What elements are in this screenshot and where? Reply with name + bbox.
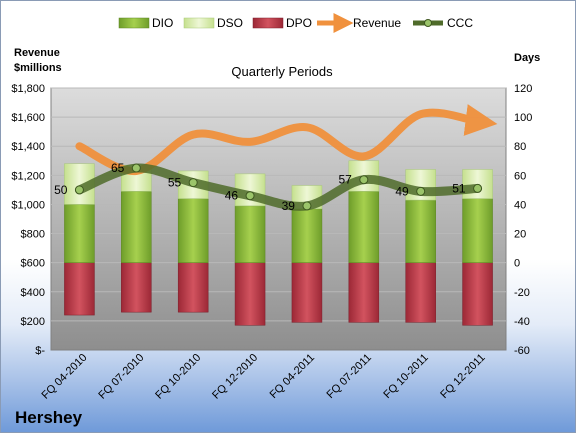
- legend-swatch: [252, 17, 284, 29]
- ccc-point: [188, 178, 198, 188]
- bar-dio: [121, 191, 152, 263]
- plot-area: [50, 87, 507, 351]
- x-tick-label: FQ 04-2010: [40, 352, 90, 402]
- bar-dpo: [234, 262, 266, 326]
- legend-swatch: [183, 17, 215, 29]
- legend-label: DIO: [152, 16, 173, 30]
- y-right-tick-label: -60: [514, 345, 530, 357]
- y-left-tick-label: $1,000: [11, 199, 45, 211]
- y-right-tick-label: 100: [514, 112, 532, 124]
- ccc-data-label: 51: [452, 181, 466, 195]
- x-tick-label: FQ 10-2011: [381, 352, 430, 401]
- y-left-tick-label: $800: [21, 229, 45, 241]
- ccc-data-label: 57: [338, 173, 352, 187]
- bar-dio: [234, 205, 266, 263]
- y-left-tick-label: $200: [21, 316, 45, 328]
- y-left-tick-label: $1,600: [11, 112, 45, 124]
- y-left-tick-label: $1,400: [11, 141, 45, 153]
- x-tick-label: FQ 04-2011: [268, 352, 317, 401]
- y-left-label-line1: Revenue: [14, 47, 60, 59]
- legend-label: Revenue: [353, 16, 401, 30]
- bar-dpo: [177, 262, 209, 313]
- ccc-data-label: 46: [225, 189, 239, 203]
- y-right-tick-label: 80: [514, 141, 526, 153]
- ccc-point: [245, 191, 255, 201]
- y-left-tick-label: $600: [21, 258, 45, 270]
- y-right-tick-label: -20: [514, 287, 530, 299]
- ccc-data-label: 50: [54, 183, 68, 197]
- y-right-tick-label: 0: [514, 258, 520, 270]
- ccc-point: [74, 185, 84, 195]
- legend-marker: [424, 19, 432, 27]
- ccc-data-label: 65: [111, 161, 125, 175]
- ccc-data-label: 39: [282, 199, 296, 213]
- y-left-tick-label: $1,200: [11, 170, 45, 182]
- bar-dio: [177, 198, 209, 263]
- bar-dpo: [291, 262, 323, 323]
- bar-dpo: [405, 262, 436, 323]
- ccc-line: [74, 163, 483, 211]
- legend-label: CCC: [447, 16, 473, 30]
- bar-dpo: [64, 262, 95, 316]
- legend-label: DPO: [286, 16, 312, 30]
- ccc-point: [416, 186, 426, 196]
- y-left-label-line2: $millions: [14, 62, 62, 74]
- bar-dpo: [121, 262, 152, 313]
- y-left-tick-label: $-: [35, 345, 45, 357]
- y-left-tick-label: $400: [21, 287, 45, 299]
- chart-title: Quarterly Periods: [231, 64, 333, 79]
- x-tick-label: FQ 07-2011: [325, 352, 374, 401]
- bar-dpo: [462, 262, 493, 326]
- bar-dio: [291, 208, 323, 263]
- legend-label: DSO: [217, 16, 243, 30]
- y-right-tick-label: 20: [514, 229, 526, 241]
- bar-dpo: [348, 262, 380, 323]
- y-right-tick-label: -40: [514, 316, 530, 328]
- x-tick-label: FQ 10-2010: [153, 352, 203, 402]
- y-right-tick-label: 40: [514, 199, 526, 211]
- ccc-point: [302, 201, 312, 211]
- ccc-data-label: 55: [168, 176, 182, 190]
- x-tick-label: FQ 07-2010: [96, 352, 146, 402]
- ccc-point: [473, 183, 483, 193]
- bar-dio: [405, 199, 436, 263]
- bar-dio: [348, 191, 380, 263]
- y-right-tick-label: 60: [514, 170, 526, 182]
- bar-dio: [462, 198, 493, 263]
- company-name: Hershey: [15, 408, 83, 427]
- x-tick-label: FQ 12-2010: [210, 352, 260, 402]
- bar-dio: [64, 204, 95, 263]
- ccc-point: [359, 175, 369, 185]
- y-right-tick-label: 120: [514, 83, 532, 95]
- ccc-point: [131, 163, 141, 173]
- legend-swatch: [118, 17, 150, 29]
- y-left-tick-label: $1,800: [11, 83, 45, 95]
- y-right-label: Days: [514, 52, 540, 64]
- x-tick-label: FQ 12-2011: [438, 352, 487, 401]
- ccc-data-label: 49: [395, 184, 409, 198]
